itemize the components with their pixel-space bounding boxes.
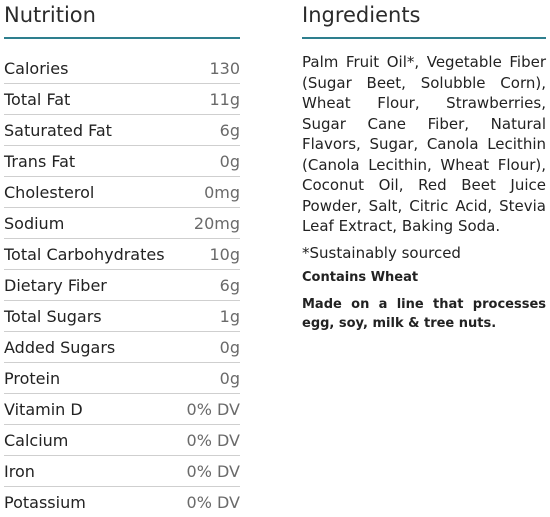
nutrient-name: Iron (4, 461, 35, 481)
nutrition-heading-rule (4, 37, 240, 39)
nutrient-name: Calories (4, 58, 69, 78)
nutrient-value: 20mg (193, 213, 240, 233)
facility-statement: Made on a line that processes egg, soy, … (302, 296, 546, 331)
nutrient-value: 0% DV (186, 492, 240, 512)
nutrient-name: Total Carbohydrates (4, 244, 165, 264)
allergen-statement: Contains Wheat (302, 269, 419, 285)
nutrient-value: 0% DV (186, 461, 240, 481)
ingredients-list: Palm Fruit Oil*, Vegetable Fiber (Sugar … (302, 53, 546, 235)
nutrient-value: 0g (219, 337, 240, 357)
nutrient-name: Vitamin D (4, 399, 83, 419)
nutrient-name: Protein (4, 368, 61, 388)
nutrient-name: Saturated Fat (4, 120, 112, 140)
nutrient-value: 0g (219, 368, 240, 388)
nutrient-value: 0mg (204, 182, 240, 202)
nutrition-row: Trans Fat 0g (4, 146, 240, 177)
nutrient-value: 0% DV (186, 430, 240, 450)
nutrition-row: Calories 130 (4, 53, 240, 84)
nutrition-row: Added Sugars 0g (4, 332, 240, 363)
nutrition-row: Total Fat 11g (4, 84, 240, 115)
nutrient-name: Sodium (4, 213, 65, 233)
nutrition-row: Iron 0% DV (4, 456, 240, 487)
nutrient-value: 0g (219, 151, 240, 171)
nutrient-name: Calcium (4, 430, 69, 450)
sustainably-sourced-note: *Sustainably sourced (302, 243, 461, 262)
nutrition-row: Potassium 0% DV (4, 487, 240, 517)
nutrition-row: Protein 0g (4, 363, 240, 394)
nutrition-row: Total Carbohydrates 10g (4, 239, 240, 270)
nutrient-name: Cholesterol (4, 182, 95, 202)
nutrition-row: Vitamin D 0% DV (4, 394, 240, 425)
ingredients-heading-rule (302, 37, 546, 39)
nutrient-name: Total Fat (4, 89, 71, 109)
nutrition-row: Sodium 20mg (4, 208, 240, 239)
nutrition-panel: Nutrition Calories 130 Total Fat 11g Saturat… (4, 0, 240, 517)
nutrition-heading: Nutrition (4, 3, 96, 27)
nutrient-value: 6g (219, 120, 240, 140)
nutrient-value: 10g (209, 244, 240, 264)
nutrition-row: Cholesterol 0mg (4, 177, 240, 208)
nutrition-row: Saturated Fat 6g (4, 115, 240, 146)
nutrition-row: Calcium 0% DV (4, 425, 240, 456)
ingredients-panel: Ingredients Palm Fruit Oil*, Vegetable F… (302, 0, 546, 333)
nutrient-value: 11g (209, 89, 240, 109)
nutrient-name: Trans Fat (4, 151, 76, 171)
nutrient-name: Dietary Fiber (4, 275, 107, 295)
nutrient-value: 1g (219, 306, 240, 326)
nutrient-value: 0% DV (186, 399, 240, 419)
nutrient-name: Potassium (4, 492, 86, 512)
nutrient-value: 6g (219, 275, 240, 295)
nutrient-name: Added Sugars (4, 337, 116, 357)
nutrition-row: Dietary Fiber 6g (4, 270, 240, 301)
nutrient-name: Total Sugars (4, 306, 102, 326)
nutrition-row: Total Sugars 1g (4, 301, 240, 332)
ingredients-heading: Ingredients (302, 3, 421, 27)
nutrient-value: 130 (209, 58, 240, 78)
nutrition-table: Calories 130 Total Fat 11g Saturated Fat 6g Tr… (4, 53, 240, 517)
